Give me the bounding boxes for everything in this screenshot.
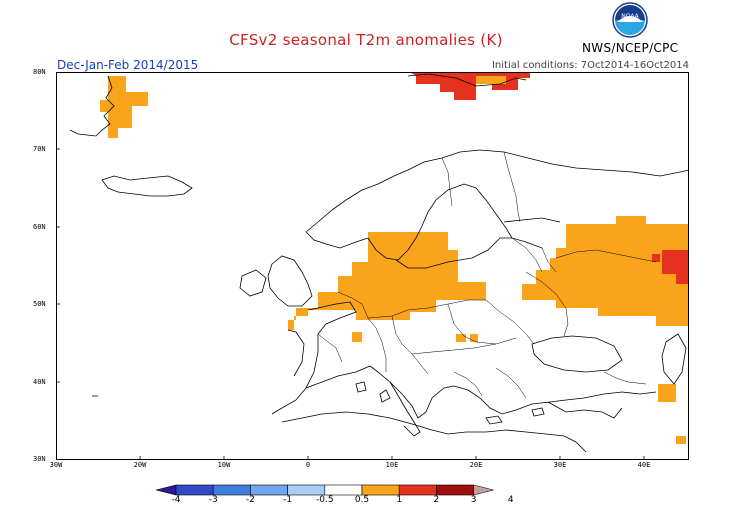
lon-label: 30W [49,461,63,469]
lon-label: 10W [217,461,231,469]
colorbar-label: -0.5 [316,495,334,505]
colorbar-cell [473,484,494,496]
colorbar-label: -4 [171,495,181,505]
initial-conditions-label: Initial conditions: 7Oct2014-16Oct2014 [491,60,689,71]
anomaly-map [56,72,689,460]
colorbar-label: 1 [396,495,403,505]
color-bar [156,484,494,496]
svg-text:NOAA: NOAA [621,13,639,20]
country-borders [317,151,657,399]
colorbar-cell [361,484,400,496]
season-label: Dec-Jan-Feb 2014/2015 [57,58,199,72]
lat-label: 60N [33,223,46,231]
colorbar-cell [398,484,437,496]
colorbar-cell [287,484,326,496]
lon-label: 20E [469,461,483,469]
colorbar-label: 4 [507,495,514,505]
lat-label: 40N [33,378,46,386]
colorbar-cell [212,484,251,496]
anomaly-region-red [410,72,689,284]
colorbar-cell [324,484,363,496]
lat-label: 30N [33,455,46,463]
colorbar-label: 2 [433,495,440,505]
coastlines [69,73,689,453]
noaa-logo: NOAA [612,2,648,38]
lat-label: 50N [33,300,46,308]
colorbar-label: 3 [470,495,477,505]
colorbar-label: -3 [208,495,218,505]
lat-label: 80N [33,68,46,76]
lon-label: 10E [385,461,399,469]
colorbar-label: -2 [245,495,255,505]
colorbar-cell [436,484,474,496]
colorbar-cell [175,484,214,496]
colorbar-label: 0.5 [354,495,370,505]
colorbar-cell [250,484,288,496]
anomaly-region-orange [100,76,689,444]
colorbar-cell [156,484,177,496]
lon-label: 20W [133,461,147,469]
colorbar-label: -1 [283,495,293,505]
lon-label: 30E [553,461,567,469]
lon-label: 0 [305,461,311,469]
lon-label: 40E [637,461,651,469]
agency-label: NWS/NCEP/CPC [582,41,679,55]
map-title: CFSv2 seasonal T2m anomalies (K) [229,31,503,49]
map-frame [56,72,689,460]
lat-label: 70N [33,145,46,153]
